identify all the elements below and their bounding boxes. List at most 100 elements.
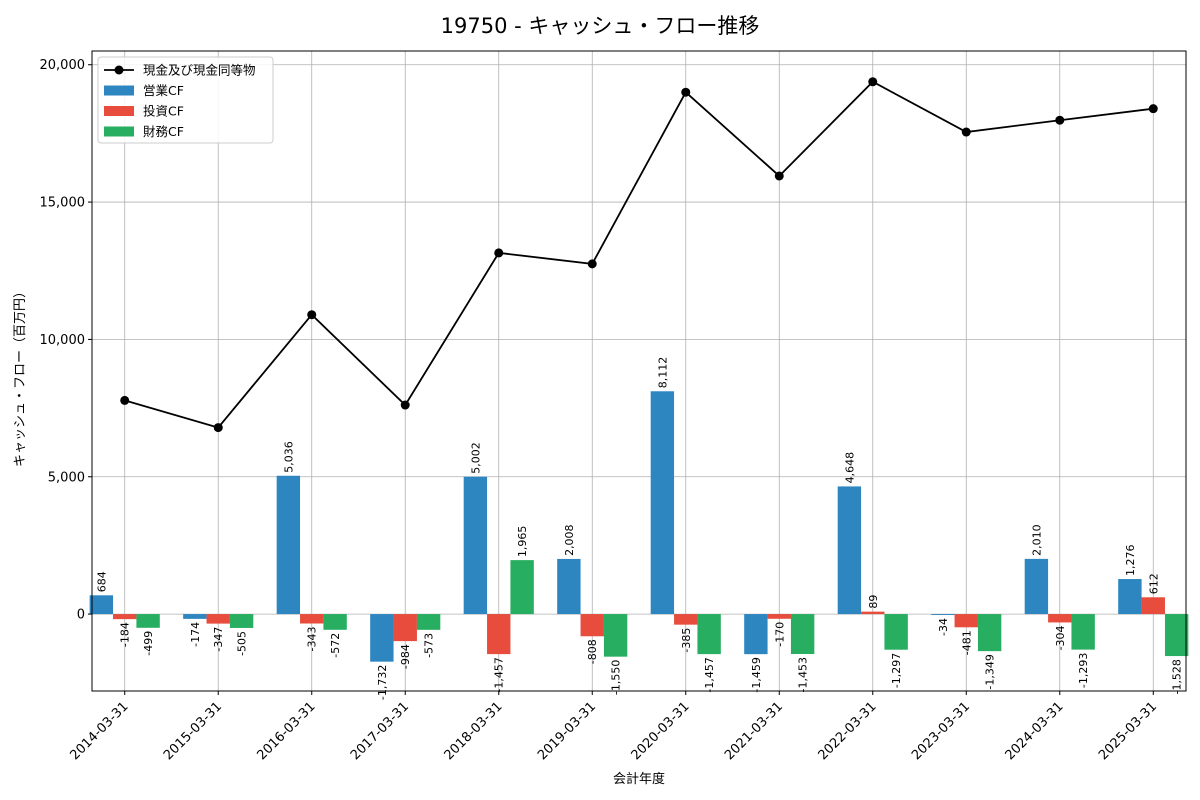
legend-label: 財務CF (143, 124, 184, 139)
legend-box (97, 56, 274, 144)
bar-財務CF (136, 614, 160, 628)
bar-営業CF (744, 614, 768, 655)
legend-label: 投資CF (143, 104, 184, 119)
x-tick-label: 2022-03-31 (816, 699, 880, 763)
bar-value-label: -1,457 (703, 657, 716, 692)
bar-投資CF (206, 614, 230, 624)
bar-営業CF (370, 614, 394, 662)
bar-value-label: -573 (423, 633, 436, 658)
x-axis-ticks: 2014-03-31 2015-03-31 2016-03-31 2017-03-31… (68, 691, 1160, 763)
cash-line-point (213, 423, 223, 433)
bar-value-label: 684 (95, 571, 108, 592)
cash-line-point (400, 400, 410, 410)
cash-line-point (307, 310, 317, 320)
bar-財務CF (697, 614, 721, 655)
y-axis-ticks: 0 5,000 10,000 15,000 20,000 (40, 58, 92, 623)
x-tick-label: 2019-03-31 (535, 699, 599, 763)
legend-bar-swatch (104, 85, 134, 96)
x-tick-label: 2015-03-31 (161, 699, 225, 763)
data-labels: 684 -174 5,036 -1,732 5,002 2,008 8,112 -1,459 4… (95, 357, 1183, 700)
bar-value-label: 612 (1147, 573, 1160, 594)
legend-bar-swatch (104, 126, 134, 137)
bar-value-label: 1,965 (516, 526, 529, 558)
bar-value-label: -1,457 (493, 657, 506, 692)
x-tick-label: 2016-03-31 (255, 699, 319, 763)
bar-value-label: 5,002 (469, 442, 482, 474)
bar-value-label: 2,010 (1030, 524, 1043, 556)
cash-line-point (494, 248, 504, 258)
bar-value-label: -505 (236, 631, 249, 656)
bar-営業CF (931, 614, 955, 616)
cash-line (120, 77, 1158, 433)
bar-投資CF (393, 614, 417, 642)
bar-投資CF (300, 614, 324, 624)
bar-value-label: -1,297 (890, 653, 903, 688)
bar-営業CF (463, 476, 488, 615)
x-tick-label: 2014-03-31 (68, 699, 132, 763)
grid (92, 51, 1186, 691)
bar-value-label: -34 (937, 618, 950, 636)
bar-財務CF (790, 614, 815, 655)
y-tick-label: 20,000 (40, 58, 86, 73)
bar-value-label: -1,459 (750, 657, 763, 692)
plot-frame (91, 50, 1187, 692)
bar-営業CF (89, 595, 114, 615)
bar-営業CF (650, 391, 675, 615)
bar-value-label: -499 (142, 631, 155, 656)
bar-value-label: 4,648 (843, 452, 856, 484)
bar-投資CF (487, 614, 511, 655)
bar-value-label: -572 (329, 633, 342, 658)
bar-投資CF (1141, 597, 1165, 615)
bar-value-label: -1,349 (984, 654, 997, 689)
legend-label: 営業CF (143, 83, 184, 98)
bar-財務CF (323, 614, 347, 630)
cash-line-point (587, 259, 597, 269)
cash-line-point (868, 77, 878, 87)
y-tick-label: 15,000 (40, 196, 86, 211)
legend-label: 現金及び現金同等物 (143, 63, 256, 78)
bar-value-label: -984 (399, 644, 412, 669)
bar-value-label: -1,453 (797, 657, 810, 692)
bar-営業CF (837, 486, 862, 615)
bar-value-label: -347 (212, 627, 225, 652)
x-tick-label: 2025-03-31 (1096, 699, 1160, 763)
bar-財務CF (1164, 614, 1189, 657)
x-tick-label: 2018-03-31 (442, 699, 506, 763)
bar-value-label: -170 (773, 622, 786, 647)
x-tick-label: 2023-03-31 (909, 699, 973, 763)
bar-value-label: -1,550 (610, 660, 623, 695)
bar-営業CF (183, 614, 207, 619)
bar-財務CF (510, 560, 534, 615)
bar-財務CF (229, 614, 254, 628)
bars (89, 391, 1189, 662)
y-tick-label: 0 (77, 608, 85, 623)
bar-営業CF (557, 558, 581, 615)
bar-投資CF (767, 614, 791, 619)
bar-value-label: 2,008 (563, 524, 576, 556)
bar-value-label: -304 (1054, 625, 1067, 650)
bar-投資CF (674, 614, 698, 625)
bar-営業CF (276, 475, 301, 615)
cash-line-point (961, 127, 971, 137)
bar-value-label: -481 (960, 630, 973, 655)
cash-line-point (774, 171, 784, 181)
bar-value-label: 1,276 (1124, 545, 1137, 577)
bar-財務CF (1071, 614, 1095, 650)
bar-value-label: -174 (189, 622, 202, 647)
bar-財務CF (603, 614, 628, 657)
bar-営業CF (1024, 558, 1049, 615)
legend-marker (114, 65, 124, 75)
bar-財務CF (416, 614, 441, 630)
bar-投資CF (861, 611, 885, 615)
bar-value-label: -184 (119, 622, 132, 647)
y-tick-label: 10,000 (40, 333, 86, 348)
bar-value-label: -1,293 (1077, 653, 1090, 688)
bar-営業CF (1118, 579, 1142, 615)
chart-title: 19750 - キャッシュ・フロー推移 (441, 14, 760, 38)
bar-投資CF (113, 614, 137, 620)
cash-line-path (124, 80, 1154, 429)
y-tick-label: 5,000 (48, 470, 85, 485)
x-tick-label: 2020-03-31 (629, 699, 693, 763)
